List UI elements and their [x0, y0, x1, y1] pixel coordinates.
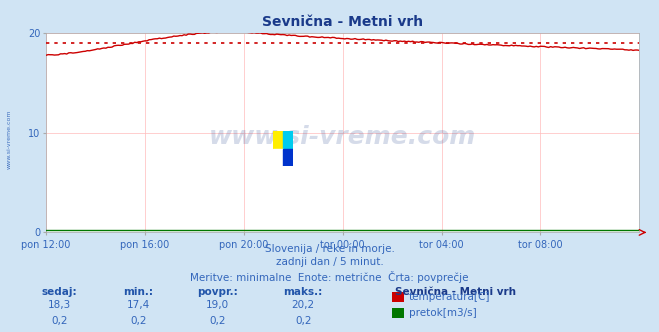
Text: sedaj:: sedaj:: [42, 287, 77, 297]
Text: 0,2: 0,2: [130, 316, 147, 326]
Text: www.si-vreme.com: www.si-vreme.com: [7, 110, 12, 169]
Text: Sevnična - Metni vrh: Sevnična - Metni vrh: [395, 287, 517, 297]
Text: 17,4: 17,4: [127, 300, 150, 310]
Bar: [283, 148, 293, 166]
Text: 0,2: 0,2: [51, 316, 68, 326]
Text: maks.:: maks.:: [283, 287, 323, 297]
Text: min.:: min.:: [123, 287, 154, 297]
Text: 19,0: 19,0: [206, 300, 229, 310]
Bar: [273, 148, 283, 166]
Text: www.si-vreme.com: www.si-vreme.com: [209, 125, 476, 149]
Text: 18,3: 18,3: [47, 300, 71, 310]
Text: 0,2: 0,2: [209, 316, 226, 326]
Text: Slovenija / reke in morje.: Slovenija / reke in morje.: [264, 244, 395, 254]
Text: pretok[m3/s]: pretok[m3/s]: [409, 308, 476, 318]
Text: 20,2: 20,2: [291, 300, 315, 310]
Title: Sevnična - Metni vrh: Sevnična - Metni vrh: [262, 15, 423, 29]
Text: temperatura[C]: temperatura[C]: [409, 292, 490, 302]
Text: povpr.:: povpr.:: [197, 287, 238, 297]
Bar: [283, 131, 293, 148]
Text: Meritve: minimalne  Enote: metrične  Črta: povprečje: Meritve: minimalne Enote: metrične Črta:…: [190, 271, 469, 283]
Text: zadnji dan / 5 minut.: zadnji dan / 5 minut.: [275, 257, 384, 267]
Bar: [273, 131, 283, 148]
Text: 0,2: 0,2: [295, 316, 312, 326]
